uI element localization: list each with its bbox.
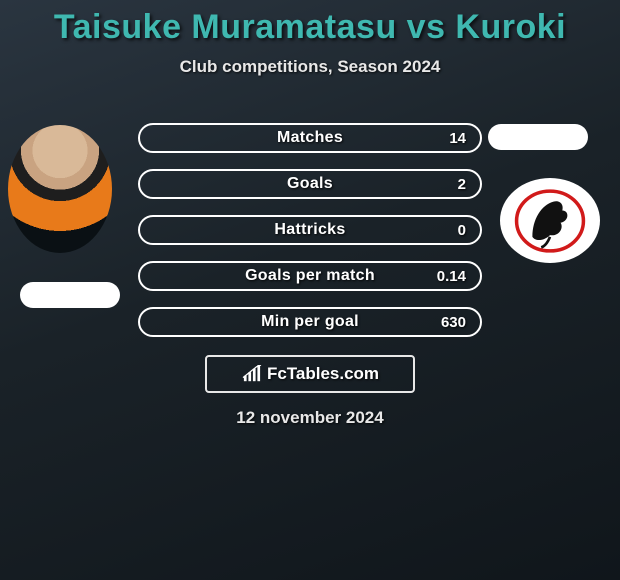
player-right-club-badge — [500, 178, 600, 263]
stat-value: 0.14 — [437, 268, 466, 285]
stats-container: Matches 14 Goals 2 Hattricks 0 Goals per… — [138, 123, 482, 337]
stat-row-matches: Matches 14 — [138, 123, 482, 153]
player-left-badge-pill — [20, 282, 120, 308]
stat-row-goals: Goals 2 — [138, 169, 482, 199]
comparison-title: Taisuke Muramatasu vs Kuroki — [0, 0, 620, 47]
stat-label: Goals — [287, 175, 333, 193]
stat-value: 0 — [458, 222, 466, 239]
player-right-badge-pill — [488, 124, 588, 150]
comparison-date: 12 november 2024 — [0, 408, 620, 428]
stat-row-goals-per-match: Goals per match 0.14 — [138, 261, 482, 291]
stat-label: Goals per match — [245, 267, 375, 285]
player-left-avatar — [8, 125, 112, 253]
stat-label: Min per goal — [261, 313, 359, 331]
stat-row-min-per-goal: Min per goal 630 — [138, 307, 482, 337]
stat-label: Hattricks — [274, 221, 345, 239]
stat-value: 14 — [449, 130, 466, 147]
stat-label: Matches — [277, 129, 343, 147]
source-logo-box: FcTables.com — [205, 355, 415, 393]
bar-chart-icon — [241, 365, 263, 383]
stat-value: 2 — [458, 176, 466, 193]
roasso-kumamoto-icon — [506, 184, 594, 258]
stat-value: 630 — [441, 314, 466, 331]
source-logo-text: FcTables.com — [267, 364, 379, 384]
comparison-subtitle: Club competitions, Season 2024 — [0, 57, 620, 77]
stat-row-hattricks: Hattricks 0 — [138, 215, 482, 245]
